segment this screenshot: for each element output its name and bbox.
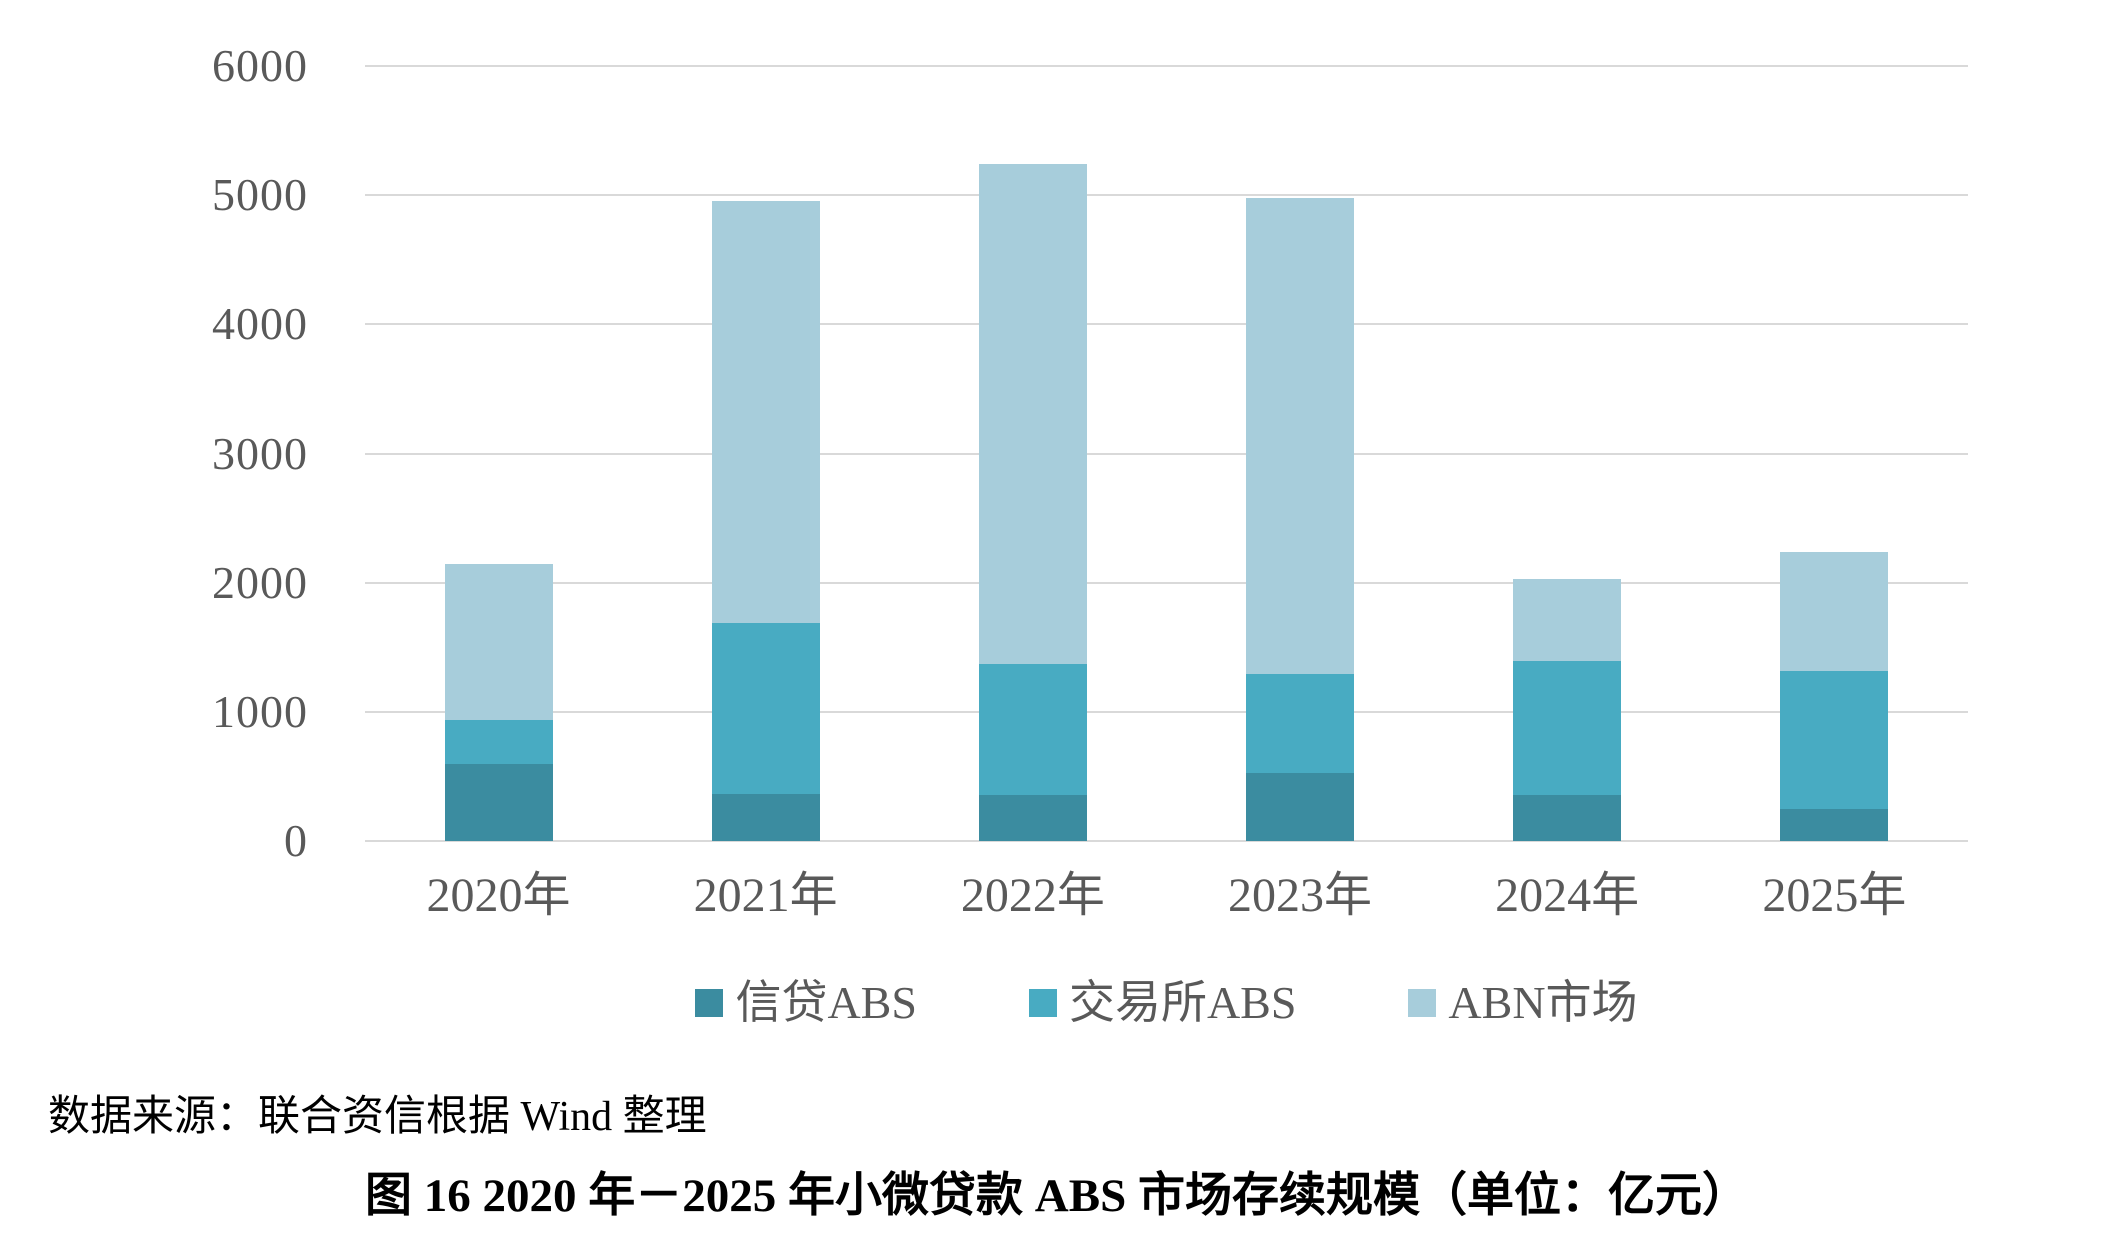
bar-segment-ABN市场-2022年: [978, 163, 1087, 665]
bar-segment-信贷ABS-2021年: [711, 793, 820, 841]
bar-segment-交易所ABS-2023年: [1246, 673, 1355, 774]
x-tick-label-2024年: 2024年: [1495, 869, 1640, 922]
gridline-4000: [365, 323, 1968, 326]
x-tick-label-2023年: 2023年: [1227, 869, 1372, 922]
bar-segment-ABN市场-2023年: [1246, 197, 1355, 674]
gridline-5000: [365, 194, 1968, 197]
legend-swatch-icon: [695, 989, 724, 1017]
legend-label: 信贷ABS: [735, 977, 917, 1028]
gridline-6000: [365, 65, 1968, 67]
bar-2021年: [711, 200, 820, 841]
y-tick-label-1000: 1000: [212, 685, 308, 737]
y-tick-label-0: 0: [284, 815, 308, 866]
x-tick-label-2020年: 2020年: [426, 869, 571, 922]
legend-swatch-icon: [1408, 989, 1437, 1017]
bar-2024年: [1513, 578, 1622, 841]
x-tick-label-2025年: 2025年: [1762, 869, 1907, 922]
bar-segment-信贷ABS-2024年: [1513, 795, 1622, 841]
y-tick-label-5000: 5000: [212, 169, 308, 221]
bar-segment-信贷ABS-2025年: [1780, 809, 1889, 841]
bar-segment-ABN市场-2020年: [444, 563, 553, 721]
data-source-note: 数据来源：联合资信根据 Wind 整理: [48, 1094, 707, 1140]
plot-area: [365, 65, 1968, 842]
bar-2022年: [978, 163, 1087, 841]
legend-item-交易所ABS: 交易所ABS: [1028, 977, 1297, 1028]
x-tick-label-2022年: 2022年: [960, 869, 1105, 922]
bar-segment-信贷ABS-2023年: [1246, 773, 1355, 841]
bar-2023年: [1246, 197, 1355, 841]
bar-segment-交易所ABS-2020年: [444, 720, 553, 765]
y-tick-label-4000: 4000: [212, 298, 308, 350]
bar-segment-交易所ABS-2021年: [711, 623, 820, 794]
bar-segment-交易所ABS-2024年: [1513, 660, 1622, 796]
legend-swatch-icon: [1028, 989, 1057, 1017]
bar-segment-交易所ABS-2022年: [978, 664, 1087, 795]
gridline-3000: [365, 452, 1968, 455]
bar-segment-ABN市场-2025年: [1780, 551, 1889, 671]
bar-segment-ABN市场-2021年: [711, 200, 820, 624]
y-tick-label-2000: 2000: [212, 556, 308, 608]
gridline-0: [365, 840, 1968, 842]
bar-2020年: [444, 563, 553, 841]
legend-label: ABN市场: [1448, 977, 1638, 1028]
bar-segment-信贷ABS-2020年: [444, 764, 553, 841]
legend-item-ABN市场: ABN市场: [1408, 977, 1638, 1028]
legend-label: 交易所ABS: [1068, 977, 1297, 1028]
x-tick-label-2021年: 2021年: [693, 869, 838, 922]
y-tick-label-6000: 6000: [212, 40, 308, 91]
figure-caption: 图 16 2020 年－2025 年小微贷款 ABS 市场存续规模（单位：亿元）: [365, 1170, 1749, 1222]
legend-item-信贷ABS: 信贷ABS: [695, 977, 917, 1028]
gridline-1000: [365, 710, 1968, 713]
bar-segment-交易所ABS-2025年: [1780, 670, 1889, 810]
y-tick-label-3000: 3000: [212, 427, 308, 479]
bar-2025年: [1780, 551, 1889, 841]
chart-legend: 信贷ABS 交易所ABS ABN市场: [365, 980, 1968, 1026]
bar-segment-ABN市场-2024年: [1513, 578, 1622, 661]
gridline-2000: [365, 581, 1968, 584]
bar-segment-信贷ABS-2022年: [978, 794, 1087, 841]
